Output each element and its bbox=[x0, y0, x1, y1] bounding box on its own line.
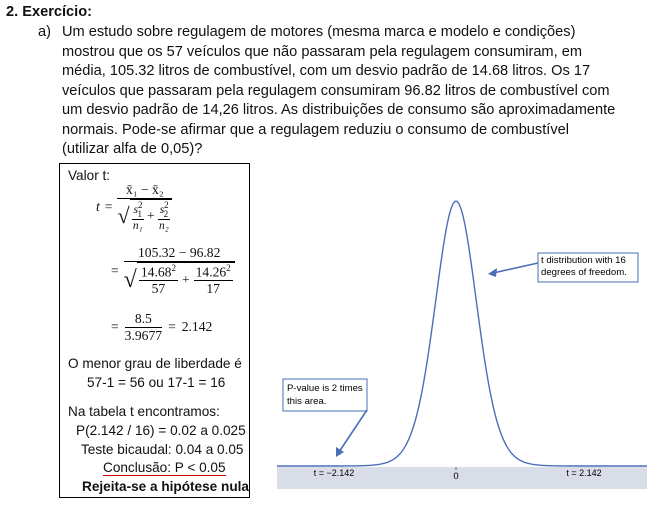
distribution-callout-line-2: degrees of freedom. bbox=[541, 267, 627, 278]
n2-denominator: n₂ bbox=[159, 219, 169, 232]
zero-label: 0 bbox=[453, 471, 458, 482]
p-value-callout-line-2: this area. bbox=[287, 396, 326, 407]
exercise-line-6: normais. Pode-se afirmar que a regulagem… bbox=[62, 122, 569, 138]
exercise-line-2: mostrou que os 57 veículos que não passa… bbox=[62, 44, 582, 60]
distribution-arrow-head bbox=[488, 268, 497, 277]
solution-box bbox=[59, 163, 250, 498]
t-symbol: t bbox=[96, 199, 100, 214]
t-result: = 8.5 3.9677 = 2.142 bbox=[111, 310, 213, 343]
exercise-line-4: veículos que passaram pela regulagem con… bbox=[62, 83, 610, 99]
item-a-marker: a) bbox=[38, 24, 51, 40]
two-tailed-line: Teste bicaudal: 0.04 a 0.05 bbox=[81, 442, 244, 457]
solution-title: Valor t: bbox=[68, 168, 111, 183]
means-difference: 105.32 − 96.82 bbox=[123, 245, 235, 262]
exercise-line-3: média, 105.32 litros de combustível, com… bbox=[62, 63, 591, 79]
p-value-arrow-head bbox=[336, 447, 344, 457]
exercise-line-1: Um estudo sobre regulagem de motores (me… bbox=[62, 24, 576, 40]
p-value-callout-box bbox=[282, 378, 368, 412]
axis-band bbox=[277, 467, 647, 489]
p-value-arrow bbox=[338, 409, 368, 453]
distribution-callout-line-1: t distribution with 16 bbox=[541, 255, 626, 266]
t-formula: t = x̄₁ − x̄₂ √ s21 n₁ + s22 n₂ bbox=[96, 176, 173, 238]
distribution-callout-box bbox=[537, 252, 639, 283]
t-value: 2.142 bbox=[181, 319, 213, 334]
reject-null-line: Rejeita-se a hipótese nula bbox=[82, 479, 249, 494]
dof-line-1: O menor grau de liberdade é bbox=[68, 356, 242, 371]
p-value-callout-line-1: P-value is 2 times bbox=[287, 383, 363, 394]
distribution-arrow bbox=[492, 262, 539, 274]
t-distribution-figure: t distribution with 16 degrees of freedo… bbox=[277, 200, 647, 489]
formula-numerator: x̄₁ − x̄₂ bbox=[117, 182, 173, 200]
exercise-line-7: (utilizar alfa de 0,05)? bbox=[62, 141, 203, 157]
equals-sign: = bbox=[104, 199, 113, 214]
density-curve bbox=[277, 200, 647, 467]
p-value-line: P(2.142 / 16) = 0.02 a 0.025 bbox=[76, 423, 246, 438]
dof-line-2: 57-1 = 56 ou 17-1 = 16 bbox=[87, 375, 226, 390]
exercise-line-5: um desvio padrão de 14,26 litros. As dis… bbox=[62, 102, 616, 118]
conclusion-line: Conclusão: P < 0.05 bbox=[103, 460, 226, 476]
n1-denominator: n₁ bbox=[132, 219, 143, 232]
exercise-heading: 2. Exercício: bbox=[6, 4, 92, 20]
t-negative-label: t = −2.142 bbox=[314, 468, 355, 478]
t-substitution: = 105.32 − 96.82 √ 14.682 57 + 14.262 17 bbox=[111, 240, 235, 302]
table-line: Na tabela t encontramos: bbox=[68, 404, 220, 419]
t-positive-label: t = 2.142 bbox=[566, 468, 601, 478]
